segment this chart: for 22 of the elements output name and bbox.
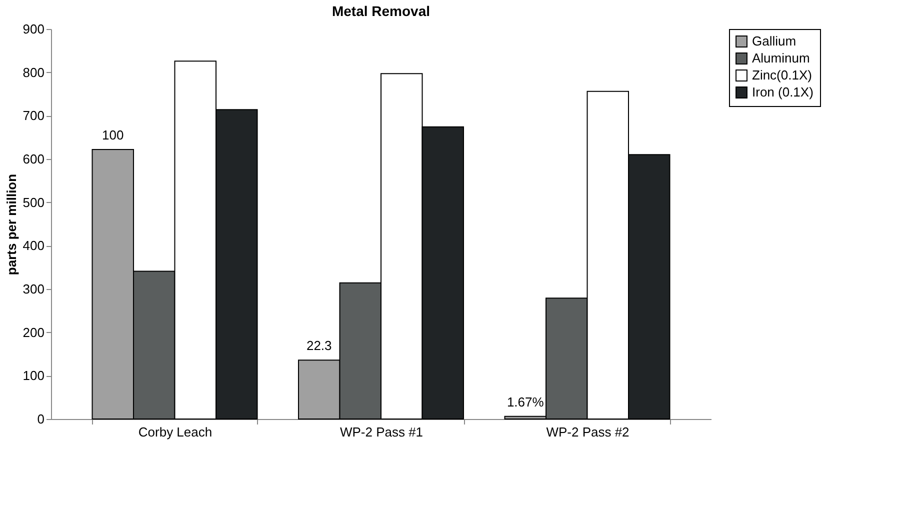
annotation: 1.67% — [506, 394, 544, 410]
chart-title: Metal Removal — [332, 3, 430, 19]
y-tick-label: 400 — [22, 238, 44, 254]
y-tick-label: 200 — [22, 324, 44, 340]
y-tick-label: 700 — [22, 108, 44, 124]
y-tick-label: 500 — [22, 194, 44, 210]
y-axis-title: parts per million — [4, 174, 19, 276]
x-tick-label: WP-2 Pass #2 — [546, 424, 630, 440]
legend-label: Aluminum — [752, 50, 810, 66]
legend-label: Zinc(0.1X) — [752, 68, 812, 82]
y-tick-label: 900 — [22, 22, 44, 36]
x-tick-label: WP-2 Pass #1 — [340, 424, 424, 440]
y-tick-label: 0 — [37, 412, 44, 426]
annotation: 22.3 — [306, 338, 332, 354]
annotation: 100 — [102, 127, 124, 142]
legend-label: Gallium — [752, 34, 796, 48]
x-tick-label: Corby Leach — [138, 424, 212, 440]
y-tick-label: 100 — [22, 368, 44, 384]
y-tick-label: 300 — [22, 282, 44, 296]
y-tick-label: 800 — [22, 64, 44, 80]
legend-label: Iron (0.1X) — [752, 84, 814, 100]
y-tick-label: 600 — [22, 152, 44, 166]
